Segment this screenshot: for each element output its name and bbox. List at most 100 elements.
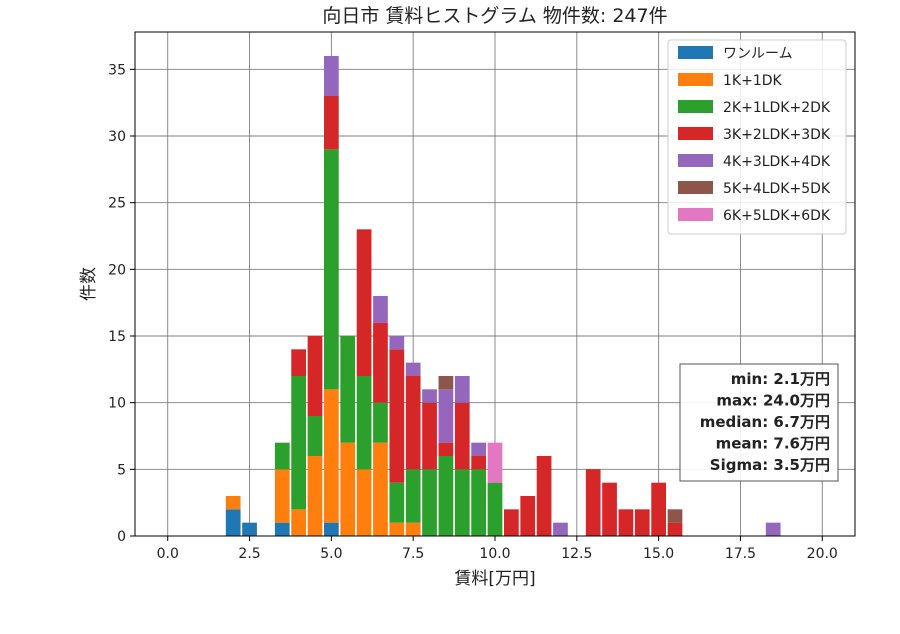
bar-segment bbox=[373, 296, 388, 323]
bar-segment bbox=[225, 509, 241, 536]
bar-segment bbox=[405, 376, 421, 470]
x-tick-label: 7.5 bbox=[402, 546, 424, 562]
bar-segment bbox=[438, 376, 454, 390]
y-tick-label: 25 bbox=[108, 196, 126, 212]
bar-segment bbox=[438, 389, 454, 443]
bar-segment bbox=[389, 522, 405, 536]
bar-segment bbox=[324, 389, 339, 523]
bar-segment bbox=[765, 522, 781, 536]
bar-segment bbox=[307, 336, 323, 416]
bar-segment bbox=[291, 509, 306, 536]
bar-segment bbox=[274, 522, 290, 536]
bar-segment bbox=[324, 522, 339, 536]
legend-swatch bbox=[678, 46, 713, 59]
bar-segment bbox=[389, 482, 405, 523]
x-tick-label: 20.0 bbox=[807, 546, 838, 562]
x-tick-label: 0.0 bbox=[157, 546, 179, 562]
bar-segment bbox=[536, 456, 552, 536]
bar-segment bbox=[651, 482, 666, 536]
bar-segment bbox=[324, 56, 339, 96]
bar-segment bbox=[324, 96, 339, 150]
bar-segment bbox=[602, 482, 617, 536]
bar-segment bbox=[356, 376, 372, 470]
legend-swatch bbox=[678, 127, 713, 140]
y-tick-label: 0 bbox=[117, 529, 126, 545]
bar-segment bbox=[487, 482, 503, 536]
legend-items: ワンルーム 1K+1DK 2K+1LDK+2DK 3K+2LDK+3DK 4K+3LDK… bbox=[678, 46, 831, 224]
bar-segment bbox=[553, 522, 568, 536]
bar-segment bbox=[340, 442, 356, 536]
bar-segment bbox=[324, 149, 339, 390]
bar-segment bbox=[405, 362, 421, 376]
y-axis-ticks: 0 5 10 15 20 25 30 35 bbox=[108, 62, 135, 545]
x-axis-title: 賃料[万円] bbox=[454, 569, 535, 589]
bar-segment bbox=[471, 456, 486, 470]
legend-label: 2K+1LDK+2DK bbox=[723, 100, 831, 116]
x-axis-ticks: 0.0 2.5 5.0 7.5 10.0 12.5 15.0 17.5 20.0 bbox=[157, 536, 838, 562]
x-tick-label: 5.0 bbox=[320, 546, 342, 562]
legend-label: 3K+2LDK+3DK bbox=[723, 127, 831, 143]
bar-segment bbox=[422, 469, 437, 536]
bar-segment bbox=[504, 509, 519, 536]
bar-segment bbox=[356, 469, 372, 536]
x-tick-label: 17.5 bbox=[725, 546, 756, 562]
x-tick-label: 12.5 bbox=[561, 546, 592, 562]
x-tick-label: 10.0 bbox=[479, 546, 510, 562]
stats-line: Sigma: 3.5万円 bbox=[710, 456, 830, 474]
y-tick-label: 30 bbox=[108, 129, 126, 145]
grid-layer bbox=[135, 32, 855, 537]
bar-segment bbox=[667, 509, 683, 523]
bar-segment bbox=[438, 442, 454, 456]
bar-segment bbox=[454, 402, 470, 470]
legend-swatch bbox=[678, 208, 713, 221]
legend-label: 5K+4LDK+5DK bbox=[723, 181, 831, 197]
bar-segment bbox=[585, 469, 601, 536]
legend: ワンルーム 1K+1DK 2K+1LDK+2DK 3K+2LDK+3DK 4K+3LDK… bbox=[667, 39, 847, 235]
y-tick-label: 35 bbox=[108, 62, 126, 78]
bar-segment bbox=[307, 456, 323, 536]
stats-line: min: 2.1万円 bbox=[731, 370, 830, 388]
legend-label: 4K+3LDK+4DK bbox=[723, 154, 831, 170]
bar-segment bbox=[422, 389, 437, 403]
bar-segment bbox=[454, 376, 470, 403]
bar-segment bbox=[634, 509, 650, 536]
y-axis-title: 件数 bbox=[79, 267, 99, 301]
bar-segment bbox=[291, 376, 306, 510]
bar-segment bbox=[618, 509, 634, 536]
bar-segment bbox=[307, 416, 323, 456]
y-tick-label: 5 bbox=[117, 462, 126, 478]
bar-segment bbox=[487, 442, 503, 483]
stats-frame bbox=[679, 363, 839, 482]
x-tick-label: 2.5 bbox=[238, 546, 260, 562]
bar-segment bbox=[520, 496, 536, 536]
bar-segment bbox=[373, 402, 388, 443]
bar-segment bbox=[471, 442, 486, 456]
stats-box: min: 2.1万円 max: 24.0万円 median: 6.7万円 mean: … bbox=[679, 363, 839, 482]
bars-layer bbox=[225, 56, 781, 536]
bar-segment bbox=[422, 402, 437, 470]
stats-line: max: 24.0万円 bbox=[716, 392, 830, 410]
bar-segment bbox=[389, 336, 405, 350]
bar-segment bbox=[405, 522, 421, 536]
y-tick-label: 20 bbox=[108, 262, 126, 278]
stats-lines: min: 2.1万円 max: 24.0万円 median: 6.7万円 mean: … bbox=[700, 370, 830, 474]
legend-swatch bbox=[678, 100, 713, 113]
bar-segment bbox=[340, 336, 356, 443]
bar-segment bbox=[405, 469, 421, 523]
legend-label: 1K+1DK bbox=[723, 73, 783, 89]
bar-segment bbox=[389, 349, 405, 483]
y-tick-label: 10 bbox=[108, 396, 126, 412]
legend-label: ワンルーム bbox=[723, 46, 793, 62]
stats-line: mean: 7.6万円 bbox=[716, 435, 830, 453]
bar-segment bbox=[373, 442, 388, 536]
bar-segment bbox=[242, 522, 257, 536]
stats-line: median: 6.7万円 bbox=[700, 413, 830, 431]
bar-segment bbox=[356, 229, 372, 376]
legend-swatch bbox=[678, 181, 713, 194]
bar-segment bbox=[373, 322, 388, 403]
legend-label: 6K+5LDK+6DK bbox=[723, 208, 831, 224]
bar-segment bbox=[454, 469, 470, 536]
legend-swatch bbox=[678, 73, 713, 86]
